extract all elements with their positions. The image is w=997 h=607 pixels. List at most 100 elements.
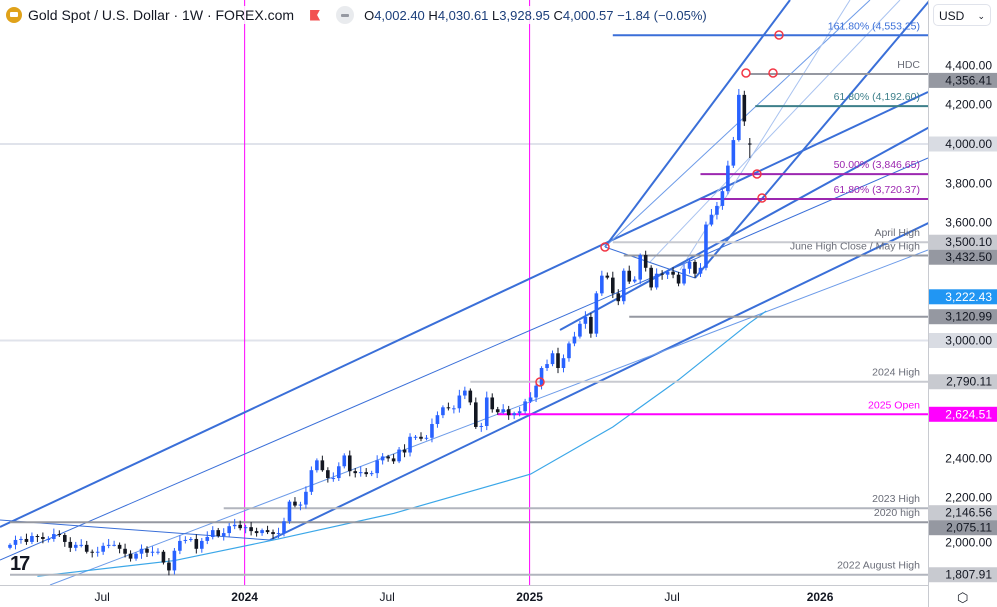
candle bbox=[304, 486, 308, 509]
candle-body bbox=[676, 274, 681, 284]
candle-body bbox=[84, 544, 89, 552]
candle-body bbox=[117, 544, 122, 549]
candle bbox=[84, 540, 89, 554]
candle-body bbox=[41, 537, 45, 539]
candle-body bbox=[435, 415, 440, 425]
candle bbox=[73, 541, 78, 552]
candle bbox=[265, 525, 270, 535]
price-badge-label: 3,500.10 bbox=[945, 235, 992, 249]
candle-body bbox=[342, 455, 347, 467]
currency-label: USD bbox=[939, 9, 965, 23]
candle bbox=[534, 382, 538, 403]
candle-body bbox=[210, 530, 215, 537]
currency-select[interactable]: USD ⌄ bbox=[933, 4, 991, 26]
candle bbox=[353, 468, 358, 478]
candle-body bbox=[134, 553, 138, 559]
level-label: April High bbox=[874, 227, 920, 239]
candle-body bbox=[594, 293, 599, 334]
low-label: L bbox=[492, 7, 500, 23]
triangle-line bbox=[0, 519, 271, 541]
tradingview-logo[interactable]: 17 bbox=[10, 553, 30, 575]
candle-body bbox=[512, 413, 516, 416]
candle bbox=[46, 536, 51, 543]
candle-body bbox=[484, 397, 489, 426]
candle bbox=[52, 528, 56, 542]
candle bbox=[484, 391, 489, 431]
candle-body bbox=[452, 408, 456, 410]
level-label: 61.80% (4,192.60) bbox=[834, 91, 920, 103]
candle-body bbox=[632, 279, 637, 282]
candle-body bbox=[583, 316, 588, 324]
candle-body bbox=[643, 255, 648, 268]
candle-body bbox=[671, 271, 675, 275]
candle-body bbox=[715, 205, 719, 215]
candle-body bbox=[654, 273, 659, 288]
candle bbox=[128, 550, 133, 562]
candle bbox=[375, 455, 379, 479]
price-badge-label: 2,075.11 bbox=[946, 521, 992, 535]
candle-body bbox=[556, 353, 560, 369]
candle bbox=[380, 453, 385, 465]
candle bbox=[358, 466, 363, 477]
high-value: 4,030.61 bbox=[437, 7, 489, 23]
candle-body bbox=[386, 456, 390, 459]
candle-body bbox=[534, 385, 538, 398]
candle bbox=[150, 546, 155, 557]
price-tick-label: 2,200.00 bbox=[945, 491, 992, 505]
candle-body bbox=[446, 407, 451, 409]
candle-body bbox=[474, 402, 478, 427]
candle bbox=[676, 271, 681, 287]
candle bbox=[446, 402, 451, 411]
candle-body bbox=[183, 539, 188, 541]
candle-body bbox=[30, 536, 34, 542]
symbol-title[interactable]: Gold Spot / U.S. Dollar · 1W · FOREX.com bbox=[28, 7, 295, 23]
candle bbox=[210, 526, 215, 540]
time-tick-label: Jul bbox=[664, 590, 679, 604]
candle-body bbox=[227, 526, 231, 534]
candle bbox=[364, 468, 368, 477]
candle-body bbox=[523, 401, 527, 412]
candle bbox=[737, 88, 741, 142]
candle-body bbox=[375, 460, 379, 474]
candle bbox=[95, 546, 100, 557]
candle bbox=[8, 543, 12, 550]
candle-body bbox=[73, 544, 78, 548]
market-status-icon[interactable] bbox=[336, 6, 355, 24]
candle-body bbox=[254, 531, 259, 534]
change-value: −1.84 (−0.05%) bbox=[617, 7, 707, 23]
price-badge bbox=[929, 505, 997, 521]
candle-body bbox=[413, 436, 418, 438]
flag-icon[interactable] bbox=[310, 9, 321, 21]
candle bbox=[682, 263, 686, 286]
candle bbox=[572, 331, 577, 347]
candle bbox=[227, 523, 231, 537]
candle bbox=[30, 532, 34, 545]
candle-body bbox=[304, 491, 308, 505]
candle bbox=[419, 432, 423, 442]
price-tick-label: 2,400.00 bbox=[945, 451, 992, 465]
pitchfork-inner-line bbox=[679, 0, 851, 271]
candle-body bbox=[123, 548, 127, 554]
candle bbox=[693, 259, 697, 278]
candle bbox=[660, 270, 664, 280]
candle-body bbox=[402, 449, 407, 453]
candle bbox=[578, 320, 582, 339]
candle bbox=[13, 535, 18, 550]
candle bbox=[282, 517, 286, 537]
candle bbox=[495, 406, 500, 415]
candle bbox=[24, 533, 29, 545]
ma-price-badge bbox=[929, 289, 997, 305]
candle bbox=[243, 524, 248, 534]
settings-gear-icon[interactable]: ⬡ bbox=[957, 590, 969, 605]
candle bbox=[309, 466, 314, 495]
price-tick-label: 4,400.00 bbox=[945, 58, 992, 72]
candle bbox=[41, 532, 45, 544]
candle-body bbox=[660, 273, 664, 275]
candle-body bbox=[13, 539, 18, 545]
candle bbox=[68, 537, 73, 552]
candle bbox=[748, 137, 752, 158]
candle bbox=[605, 272, 610, 280]
level-label: 2024 High bbox=[872, 367, 920, 379]
candle bbox=[337, 462, 341, 481]
